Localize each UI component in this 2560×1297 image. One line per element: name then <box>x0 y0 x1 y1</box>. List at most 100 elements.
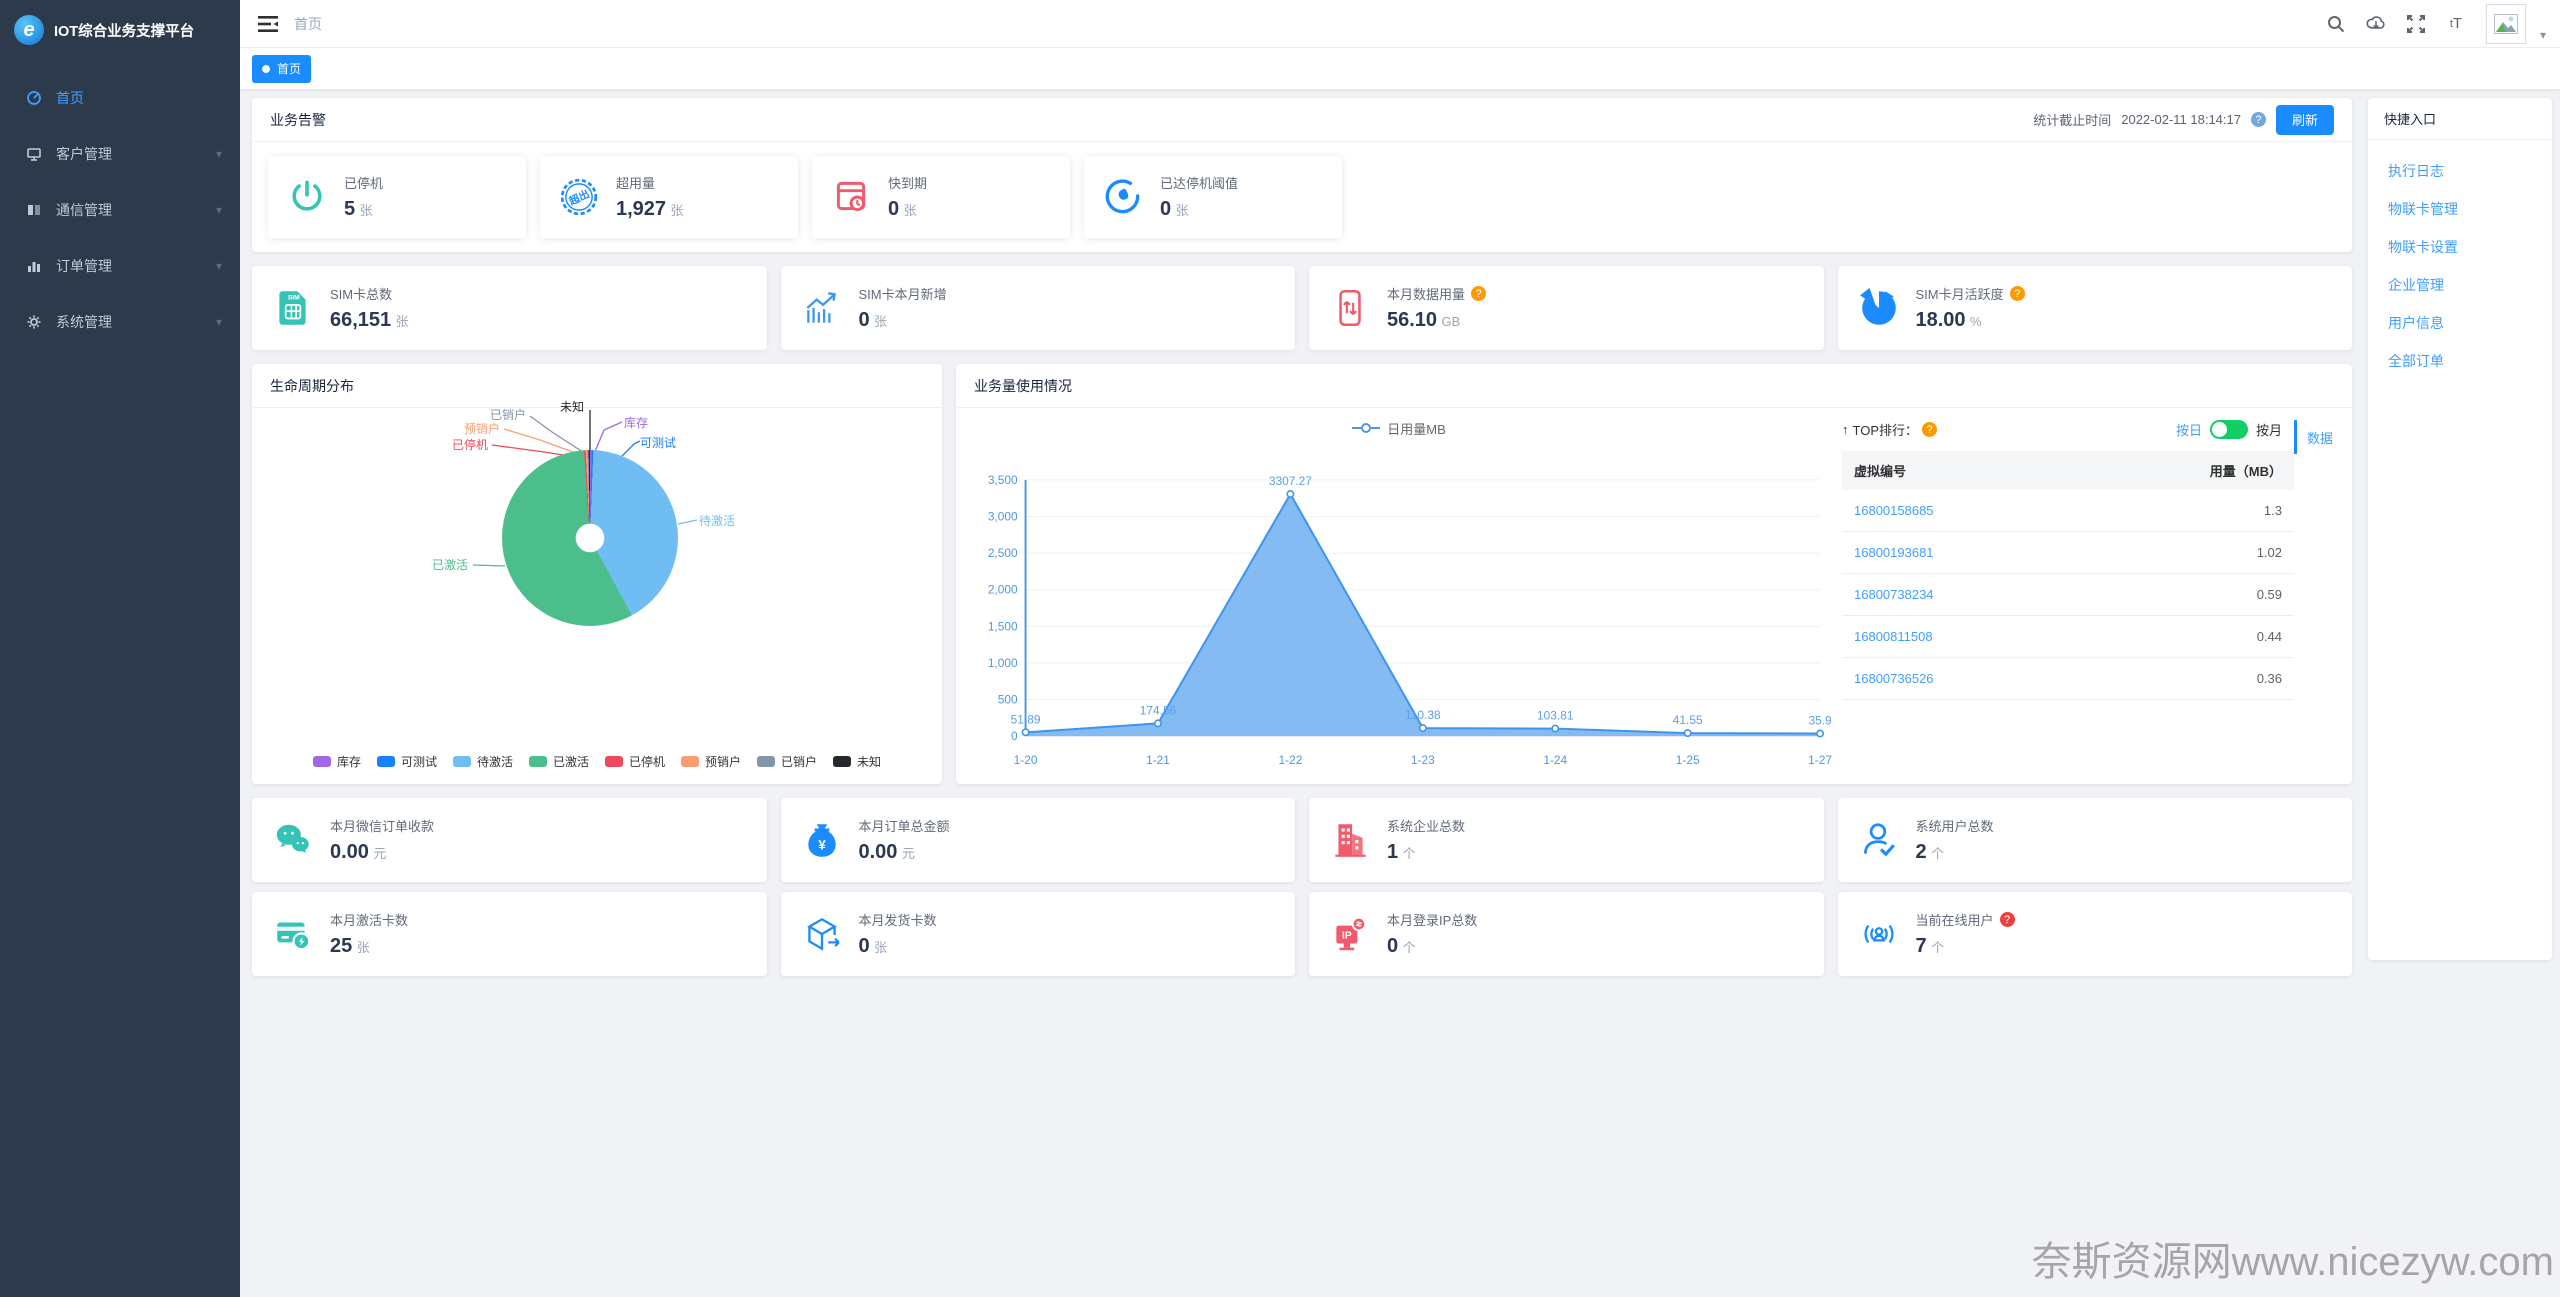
stat-card-activity: SIM卡月活跃度? 18.00 % <box>1837 266 2352 350</box>
svg-text:174.56: 174.56 <box>1140 703 1177 717</box>
area-chart-svg[interactable]: 0 500 1,000 1,500 2,000 2,500 3,000 3,500 51.89 1… <box>962 444 1836 784</box>
tag-home[interactable]: 首页 <box>252 54 312 83</box>
refresh-button[interactable]: 刷新 <box>2275 104 2334 135</box>
usage-title: 业务量使用情况 <box>974 377 1072 394</box>
sim-card-icon: SIM <box>270 287 316 329</box>
over-usage-badge-icon: 超出 <box>556 176 602 218</box>
svg-text:35.9: 35.9 <box>1809 714 1833 728</box>
svg-text:103.81: 103.81 <box>1537 709 1574 723</box>
sidebar-item-home[interactable]: 首页 <box>0 70 240 126</box>
pie-chart[interactable] <box>502 450 678 626</box>
svg-text:1-24: 1-24 <box>1543 753 1567 767</box>
sidebar-item-label: 通信管理 <box>56 202 112 218</box>
sidebar-menu: 首页 客户管理 ▾ 通信管理 ▾ 订单管理 ▾ 系统管理 ▾ <box>0 70 240 350</box>
monitor-icon <box>27 148 41 161</box>
stat-card-wechat-income: 本月微信订单收款 0.00 元 <box>252 798 767 882</box>
calendar-clock-icon <box>828 176 874 218</box>
toggle-by-day-label[interactable]: 按日 <box>2175 423 2202 438</box>
stat-card-enterprises: 系统企业总数 1 个 <box>1309 798 1824 882</box>
help-icon[interactable]: ? <box>2250 112 2266 127</box>
legend-item[interactable]: 已停机 <box>605 753 665 770</box>
help-icon[interactable]: ? <box>1999 912 2015 927</box>
top-rank-panel: ↑ TOP排行：? 按日 按月 虚拟编号 用量（MB） <box>1842 408 2294 784</box>
sidebar-item-label: 首页 <box>56 90 84 106</box>
sidebar-item-orders[interactable]: 订单管理 ▾ <box>0 238 240 294</box>
stat-card-data-usage: 本月数据用量? 56.10 GB <box>1309 266 1824 350</box>
stat-card-over-usage: 超出 超用量 1,927 张 <box>540 156 798 238</box>
search-icon[interactable] <box>2326 14 2346 34</box>
quick-link-user-info[interactable]: 用户信息 <box>2388 315 2444 331</box>
svg-text:110.38: 110.38 <box>1405 708 1441 722</box>
shipping-box-icon <box>799 913 845 955</box>
legend-item[interactable]: 未知 <box>833 753 881 770</box>
svg-text:SIM: SIM <box>288 295 300 302</box>
toggle-by-month-label[interactable]: 按月 <box>2255 423 2282 438</box>
app-logo-icon: e <box>14 15 44 45</box>
svg-text:1-23: 1-23 <box>1411 753 1435 767</box>
lifecycle-title: 生命周期分布 <box>270 377 354 394</box>
legend-item[interactable]: 待激活 <box>452 753 513 770</box>
avatar[interactable] <box>2485 3 2526 44</box>
book-icon <box>28 205 40 215</box>
legend-item[interactable]: 库存 <box>312 753 361 770</box>
sidebar-item-communication[interactable]: 通信管理 ▾ <box>0 182 240 238</box>
watermark: 奈斯资源网www.nicezyw.com <box>2031 1240 2554 1284</box>
avatar-dropdown-caret[interactable]: ▾ <box>2539 27 2546 42</box>
tab-data[interactable]: 数据 <box>2294 420 2352 454</box>
top-rank-title: TOP排行： <box>1852 423 1919 438</box>
sidebar-item-customers[interactable]: 客户管理 ▾ <box>0 126 240 182</box>
help-icon[interactable]: ? <box>1471 286 1487 301</box>
svg-text:3,000: 3,000 <box>988 509 1018 523</box>
quick-link-enterprise-mgmt[interactable]: 企业管理 <box>2388 277 2444 293</box>
stat-time-label: 统计截止时间 <box>2033 113 2112 128</box>
svg-text:1,000: 1,000 <box>988 656 1018 670</box>
col-virtual-id: 虚拟编号 <box>1842 451 2077 490</box>
stat-card-login-ip: IP 本月登录IP总数 0 个 <box>1309 892 1824 976</box>
pie-callout-label: 库存 <box>624 416 649 430</box>
online-user-broadcast-icon <box>1856 913 1902 955</box>
breadcrumb[interactable]: 首页 <box>294 15 322 32</box>
svg-text:1-25: 1-25 <box>1676 753 1700 767</box>
pie-callout-label: 未知 <box>559 400 584 414</box>
col-usage: 用量（MB） <box>2076 451 2294 490</box>
lifecycle-card: 生命周期分布 库存 可测试 待激活 已激活 已停机 预销户 已销户 未知 库存 可测试 待激活… <box>252 364 942 784</box>
lifecycle-pie-chart[interactable]: 库存 可测试 待激活 已激活 已停机 预销户 已销户 未知 库存 可测试 待激活 已激活 已停… <box>252 400 942 784</box>
app-title: IOT综合业务支撑平台 <box>54 23 195 40</box>
help-icon[interactable]: ? <box>1922 422 1937 437</box>
pie-callout-label: 预销户 <box>463 422 500 436</box>
quick-link-all-orders[interactable]: 全部订单 <box>2388 353 2444 369</box>
quick-link-iot-card-settings[interactable]: 物联卡设置 <box>2388 239 2458 255</box>
legend-item[interactable]: 可测试 <box>376 753 437 770</box>
legend-item[interactable]: 已激活 <box>528 753 589 770</box>
ip-monitor-icon: IP <box>1327 913 1373 955</box>
day-month-toggle[interactable] <box>2209 420 2248 439</box>
cloud-download-icon[interactable] <box>2366 14 2386 34</box>
pie-legend: 库存 可测试 待激活 已激活 已停机 预销户 已销户 未知 <box>252 753 942 770</box>
quick-link-exec-log[interactable]: 执行日志 <box>2388 163 2444 179</box>
stat-card-activated-cards: 本月激活卡数 25 张 <box>252 892 767 976</box>
stat-card-stopped: 已停机 5 张 <box>268 156 526 238</box>
sidebar-item-system[interactable]: 系统管理 ▾ <box>0 294 240 350</box>
svg-text:1-21: 1-21 <box>1146 753 1170 767</box>
usage-chart-legend[interactable]: 日用量MB <box>962 412 1836 444</box>
help-icon[interactable]: ? <box>2009 286 2025 301</box>
legend-item[interactable]: 已销户 <box>757 753 817 770</box>
building-icon <box>1327 819 1373 861</box>
chevron-down-icon: ▾ <box>215 203 222 217</box>
stat-time-value: 2022-02-11 18:14:17 <box>2121 112 2241 127</box>
quick-link-iot-card-mgmt[interactable]: 物联卡管理 <box>2388 201 2458 217</box>
top-rank-table: 虚拟编号 用量（MB） 16800158685 1.3 16800193681 1.… <box>1842 451 2294 700</box>
pie-callout-label: 可测试 <box>640 436 677 450</box>
broken-image-icon <box>2493 13 2518 34</box>
usage-card: 业务量使用情况 日用量MB 0 500 1,000 1,500 2,000 2,500 3,… <box>956 364 2352 784</box>
usage-area-chart[interactable]: 日用量MB 0 500 1,000 1,500 2,000 2,500 3,000 3,500… <box>956 408 1842 784</box>
stat-card-online-users: 当前在线用户? 7 个 <box>1837 892 2352 976</box>
svg-text:500: 500 <box>998 693 1018 707</box>
stat-card-users: 系统用户总数 2 个 <box>1837 798 2352 882</box>
chevron-down-icon: ▾ <box>215 147 222 161</box>
legend-item[interactable]: 预销户 <box>681 753 741 770</box>
business-alert-card: 业务告警 统计截止时间 2022-02-11 18:14:17 ? 刷新 已停机 <box>252 98 2352 252</box>
sidebar-collapse-icon[interactable] <box>258 14 278 34</box>
fullscreen-icon[interactable] <box>2406 14 2426 34</box>
